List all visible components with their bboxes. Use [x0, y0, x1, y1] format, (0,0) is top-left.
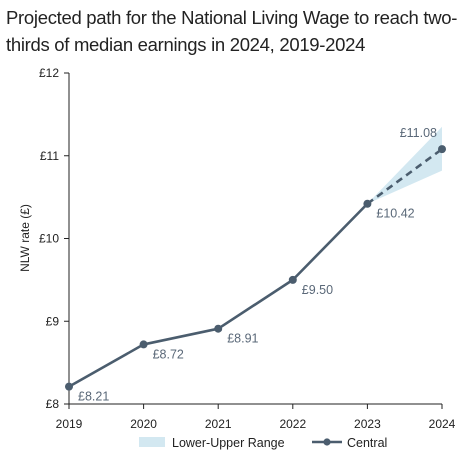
data-point — [214, 324, 223, 333]
x-tick-label: 2021 — [205, 417, 232, 431]
range-band-layer — [367, 126, 442, 204]
data-point-layer — [65, 145, 446, 391]
x-tick-label: 2024 — [429, 417, 456, 431]
y-tick-label: £10 — [39, 232, 59, 246]
data-point — [139, 340, 148, 349]
data-label: £8.72 — [153, 347, 184, 361]
x-tick-label: 2020 — [130, 417, 157, 431]
central-projection-line — [366, 148, 443, 205]
y-tick-label: £11 — [40, 149, 59, 163]
data-point — [65, 382, 73, 391]
legend-swatch-central-marker — [323, 438, 331, 446]
y-tick-label: £9 — [46, 314, 60, 328]
data-point — [438, 145, 446, 154]
legend-swatch-range — [139, 437, 165, 447]
data-label: £8.91 — [227, 332, 258, 346]
x-tick-label: 2019 — [56, 417, 83, 431]
legend-label-central: Central — [347, 436, 387, 450]
data-label: £9.50 — [302, 283, 333, 297]
legend: Lower-Upper Range Central — [139, 436, 387, 450]
y-tick-label: £8 — [46, 397, 60, 411]
data-point — [363, 199, 372, 208]
data-label: £10.42 — [376, 207, 414, 221]
chart-title: Projected path for the National Living W… — [6, 7, 458, 55]
x-tick-label: 2023 — [354, 417, 381, 431]
data-label: £11.08 — [400, 126, 437, 140]
x-tick-label: 2022 — [279, 417, 306, 431]
legend-label-range: Lower-Upper Range — [172, 436, 285, 450]
y-axis-title: NLW rate (£) — [18, 204, 32, 272]
data-label: £8.21 — [78, 390, 109, 404]
tick-layer: £8 £9 £10 £11 £12 2019 2020 2021 2022 2023 2024 — [39, 66, 456, 431]
data-label-layer: £8.21 £8.72 £8.91 £9.50 £10.42 £11.08 — [78, 126, 437, 403]
range-band — [367, 126, 442, 204]
data-point — [288, 275, 297, 284]
y-tick-label: £12 — [39, 66, 59, 80]
